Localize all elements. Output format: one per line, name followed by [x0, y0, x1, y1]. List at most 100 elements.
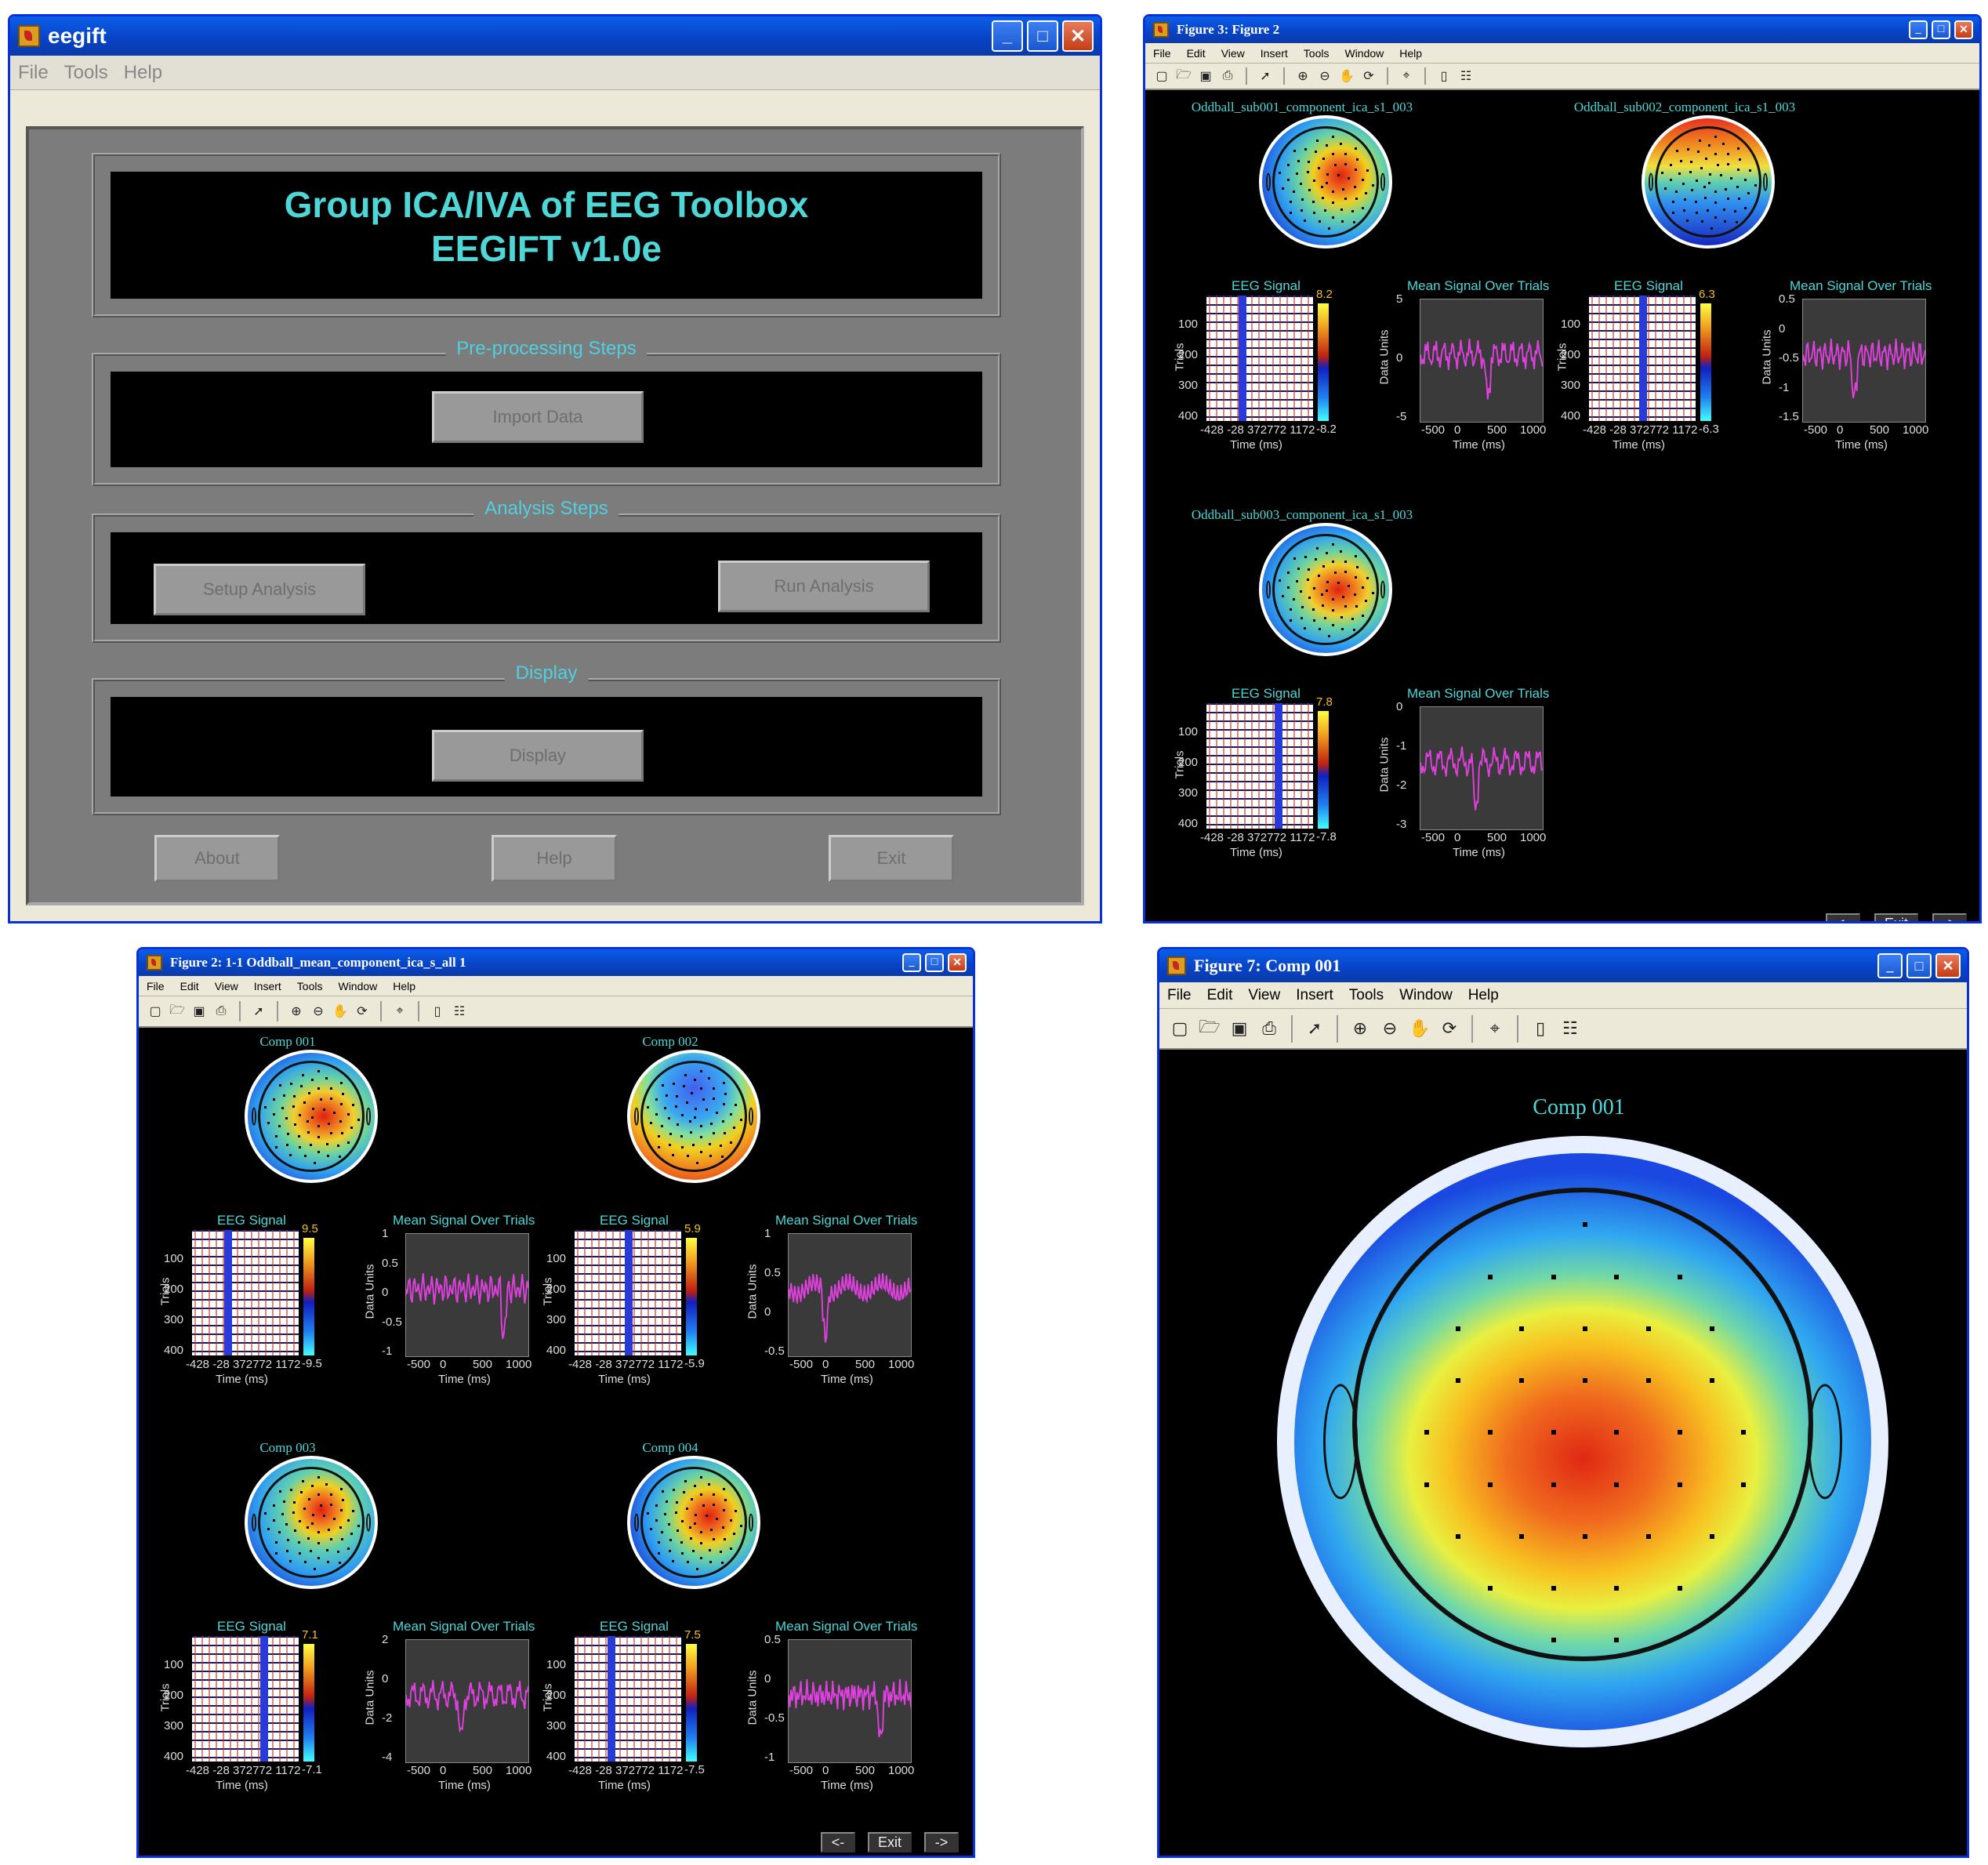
- figure7-titlebar[interactable]: Figure 7: Comp 001 _ □ ✕: [1159, 949, 1967, 982]
- mean-xtick: 0: [1837, 423, 1844, 437]
- menu-help[interactable]: Help: [393, 979, 416, 992]
- save-icon[interactable]: ▣: [193, 1005, 205, 1018]
- new-file-icon[interactable]: ▢: [1155, 70, 1168, 83]
- trials-tick: 300: [546, 1313, 567, 1326]
- menu-help[interactable]: Help: [1399, 46, 1423, 60]
- next-button[interactable]: ->: [1932, 913, 1967, 921]
- prev-button[interactable]: <-: [1826, 913, 1860, 921]
- close-button[interactable]: ✕: [1954, 20, 1973, 39]
- figure2-titlebar[interactable]: Figure 2: 1-1 Oddball_mean_component_ica…: [139, 949, 973, 976]
- close-button[interactable]: ✕: [1062, 20, 1094, 52]
- minimize-button[interactable]: _: [1877, 953, 1903, 978]
- zoom-in-icon[interactable]: ⊕: [1297, 70, 1308, 83]
- close-button[interactable]: ✕: [1935, 953, 1961, 978]
- save-icon[interactable]: ▣: [1231, 1018, 1248, 1038]
- electrode-marker: [1315, 139, 1319, 142]
- pan-hand-icon[interactable]: ✋: [1339, 70, 1355, 83]
- data-cursor-icon[interactable]: ⌖: [396, 1004, 404, 1018]
- menu-file[interactable]: File: [1153, 46, 1171, 60]
- exit-figure-button[interactable]: Exit: [868, 1832, 912, 1852]
- menu-tools[interactable]: Tools: [1303, 46, 1330, 60]
- menu-edit[interactable]: Edit: [1186, 46, 1206, 60]
- colorbar-icon[interactable]: ▯: [1535, 1018, 1546, 1038]
- exit-figure-button[interactable]: Exit: [1874, 913, 1918, 921]
- menu-edit[interactable]: Edit: [1206, 986, 1233, 1003]
- print-icon[interactable]: ⎙: [216, 1004, 227, 1018]
- prev-button[interactable]: <-: [821, 1832, 855, 1852]
- zoom-out-icon[interactable]: ⊖: [1319, 70, 1330, 83]
- open-folder-icon[interactable]: 🗁: [1199, 1017, 1221, 1036]
- menu-file[interactable]: File: [1167, 986, 1192, 1003]
- menu-view[interactable]: View: [214, 979, 238, 992]
- maximize-button[interactable]: □: [1906, 953, 1932, 978]
- menu-window[interactable]: Window: [1344, 46, 1384, 60]
- menu-window[interactable]: Window: [338, 979, 378, 992]
- menu-help[interactable]: Help: [1467, 986, 1499, 1003]
- menu-insert[interactable]: Insert: [1260, 46, 1288, 60]
- run-analysis-button[interactable]: Run Analysis: [718, 561, 930, 612]
- pointer-icon[interactable]: ➚: [1307, 1018, 1322, 1038]
- open-folder-icon[interactable]: 🗁: [169, 1003, 185, 1017]
- electrode-marker: [327, 1155, 330, 1158]
- pan-hand-icon[interactable]: ✋: [332, 1005, 348, 1018]
- setup-analysis-button[interactable]: Setup Analysis: [154, 564, 365, 615]
- data-units-label: Data Units: [1760, 329, 1774, 385]
- menu-window[interactable]: Window: [1399, 986, 1453, 1003]
- panel-title: Comp 002: [642, 1034, 698, 1049]
- print-icon[interactable]: ⎙: [1222, 69, 1233, 82]
- menu-edit[interactable]: Edit: [180, 979, 199, 992]
- open-folder-icon[interactable]: 🗁: [1176, 67, 1192, 82]
- rotate-icon[interactable]: ⟳: [357, 1005, 368, 1018]
- zoom-out-icon[interactable]: ⊖: [313, 1005, 324, 1018]
- legend-icon[interactable]: ☷: [1460, 70, 1472, 83]
- about-button[interactable]: About: [154, 835, 280, 882]
- menu-insert[interactable]: Insert: [1296, 986, 1333, 1003]
- pointer-icon[interactable]: ➚: [253, 1005, 264, 1018]
- menu-help[interactable]: Help: [123, 61, 163, 83]
- menu-tools[interactable]: Tools: [63, 61, 108, 83]
- zoom-in-icon[interactable]: ⊕: [291, 1005, 302, 1018]
- help-button[interactable]: Help: [492, 835, 617, 882]
- menu-view[interactable]: View: [1221, 46, 1245, 60]
- eegift-titlebar[interactable]: eegift _ □ ✕: [10, 16, 1100, 56]
- zoom-out-icon[interactable]: ⊖: [1382, 1018, 1398, 1038]
- menu-tools[interactable]: Tools: [1348, 986, 1384, 1003]
- menu-file[interactable]: File: [18, 61, 49, 83]
- figure3-titlebar[interactable]: Figure 3: Figure 2 _ □ ✕: [1145, 16, 1979, 43]
- electrode-marker: [1736, 147, 1740, 151]
- legend-icon[interactable]: ☷: [1562, 1018, 1578, 1038]
- zoom-in-icon[interactable]: ⊕: [1352, 1018, 1368, 1038]
- display-button[interactable]: Display: [432, 730, 644, 782]
- colorbar-icon[interactable]: ▯: [434, 1005, 441, 1018]
- import-data-button[interactable]: Import Data: [432, 391, 644, 443]
- minimize-button[interactable]: _: [992, 20, 1023, 52]
- maximize-button[interactable]: □: [1027, 20, 1058, 52]
- legend-icon[interactable]: ☷: [453, 1005, 466, 1018]
- electrode-marker: [669, 1133, 673, 1136]
- maximize-button[interactable]: □: [925, 953, 944, 972]
- pointer-icon[interactable]: ➚: [1260, 70, 1271, 83]
- data-cursor-icon[interactable]: ⌖: [1402, 69, 1410, 82]
- colorbar-icon[interactable]: ▯: [1440, 70, 1448, 83]
- minimize-button[interactable]: _: [1909, 20, 1928, 39]
- pan-hand-icon[interactable]: ✋: [1409, 1018, 1431, 1038]
- maximize-button[interactable]: □: [1932, 20, 1950, 39]
- save-icon[interactable]: ▣: [1199, 70, 1212, 83]
- print-icon[interactable]: ⎙: [1262, 1018, 1276, 1038]
- new-file-icon[interactable]: ▢: [1171, 1018, 1188, 1038]
- rotate-icon[interactable]: ⟳: [1442, 1018, 1457, 1038]
- menu-tools[interactable]: Tools: [296, 979, 323, 992]
- menu-file[interactable]: File: [147, 979, 165, 992]
- next-button[interactable]: ->: [924, 1832, 959, 1852]
- rotate-icon[interactable]: ⟳: [1363, 70, 1374, 83]
- data-units-label: Data Units: [746, 1670, 760, 1725]
- minimize-button[interactable]: _: [902, 953, 921, 972]
- close-button[interactable]: ✕: [948, 953, 967, 972]
- exit-button[interactable]: Exit: [829, 835, 954, 882]
- data-cursor-icon[interactable]: ⌖: [1489, 1018, 1500, 1038]
- menu-view[interactable]: View: [1248, 986, 1281, 1003]
- electrode-marker: [1319, 220, 1322, 223]
- new-file-icon[interactable]: ▢: [149, 1005, 161, 1018]
- menu-insert[interactable]: Insert: [253, 979, 281, 992]
- electrode-marker: [675, 1105, 678, 1108]
